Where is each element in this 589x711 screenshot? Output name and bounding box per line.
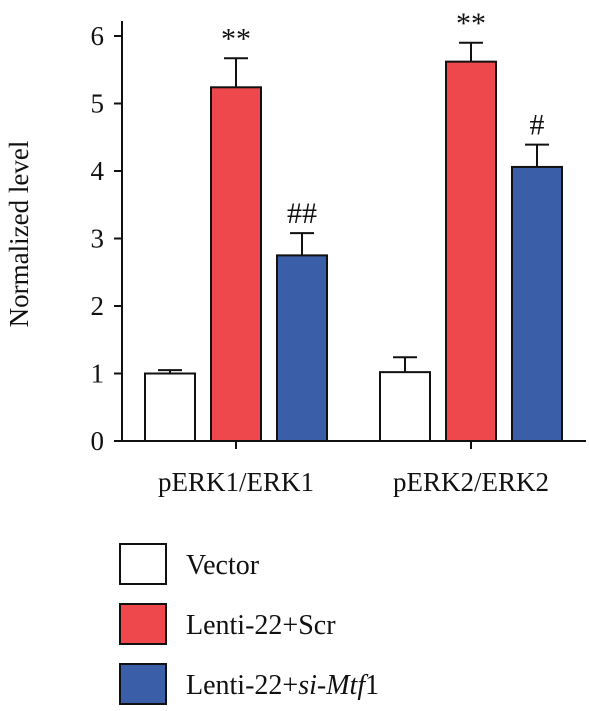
bar (144, 372, 196, 442)
y-tick-label: 3 (91, 224, 105, 254)
significance-label: ## (287, 197, 317, 230)
y-tick-label: 2 (91, 291, 105, 321)
bar (445, 60, 497, 443)
x-tick-label: pERK1/ERK1 (158, 467, 314, 497)
y-axis-label: Normalized level (4, 141, 34, 328)
legend: Vector Lenti-22+Scr Lenti-22+si-Mtf1 (119, 543, 379, 705)
bar (379, 371, 431, 442)
y-tick-label: 4 (91, 156, 105, 186)
legend-swatch (119, 663, 167, 705)
y-tick-label: 6 (91, 21, 105, 51)
significance-label: # (530, 109, 545, 142)
significance-label: ** (221, 22, 251, 55)
y-tick-label: 5 (91, 89, 105, 119)
significance-label: ** (456, 7, 486, 40)
legend-label: Vector (186, 550, 260, 581)
x-tick-label: pERK2/ERK2 (393, 467, 549, 497)
bar (276, 254, 328, 442)
bar (210, 86, 262, 443)
legend-swatch (119, 603, 167, 645)
x-axis: pERK1/ERK1 pERK2/ERK2 (122, 440, 586, 497)
legend-label: Lenti-22+Scr (186, 610, 336, 641)
bars: ** ## ** # (144, 7, 563, 443)
legend-swatch (119, 543, 167, 585)
bar (511, 165, 563, 442)
y-tick-label: 0 (91, 426, 105, 456)
y-axis: 0 1 2 3 4 5 6 (91, 21, 123, 456)
y-tick-label: 1 (91, 359, 105, 389)
legend-label: Lenti-22+si-Mtf1 (186, 670, 379, 701)
